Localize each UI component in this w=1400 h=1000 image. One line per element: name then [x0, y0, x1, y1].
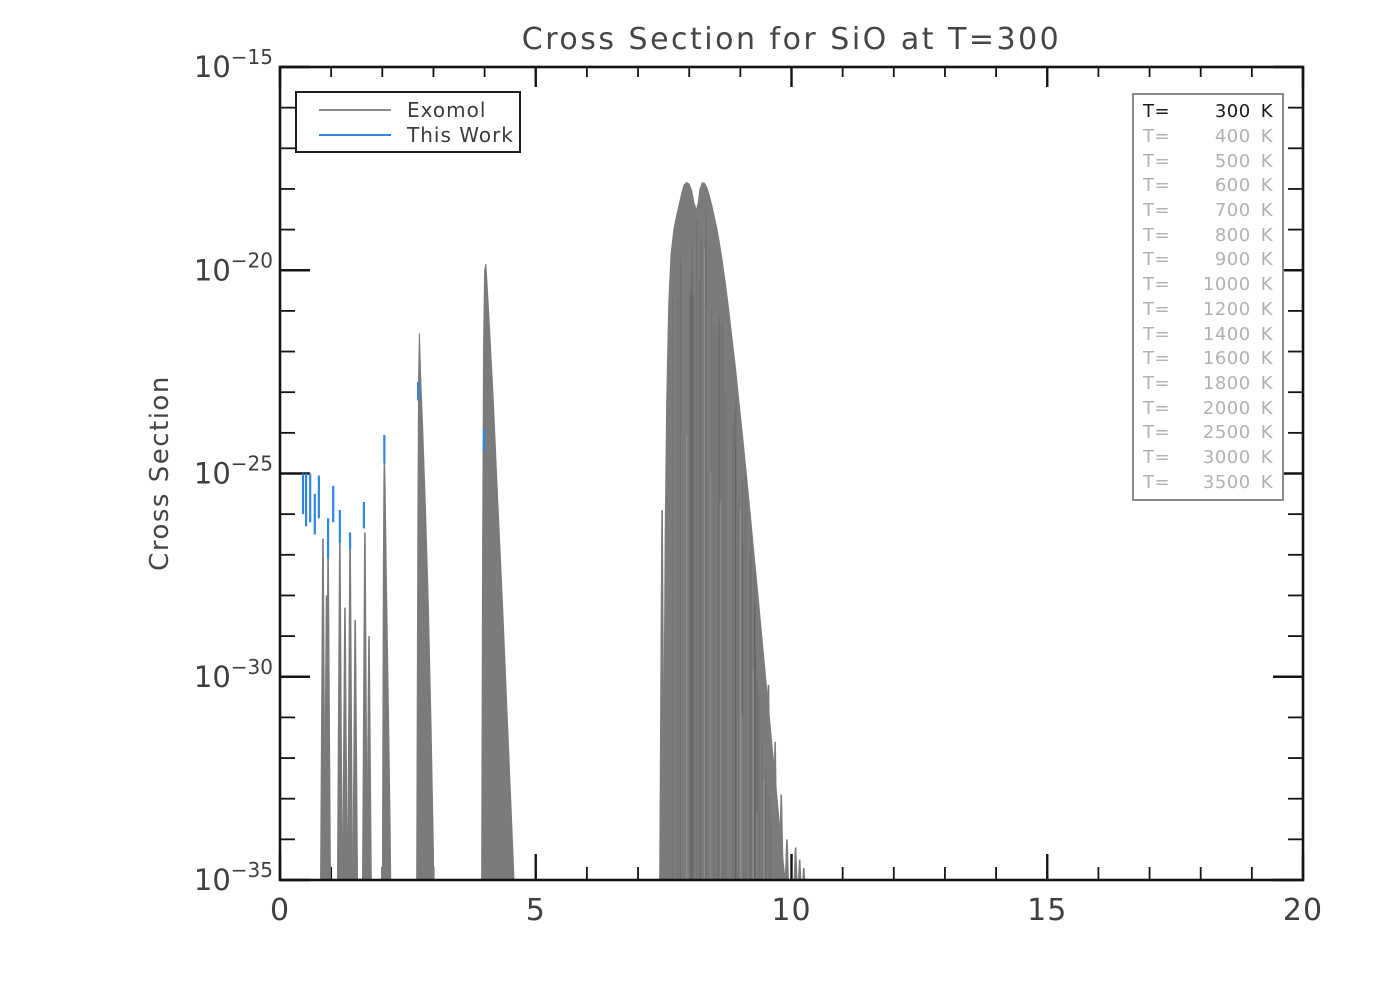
temp-entry-text: K — [1260, 175, 1273, 197]
temp-entry-text: K — [1260, 150, 1273, 172]
svg-text:10: 10 — [771, 893, 811, 928]
temp-entry-1600K: T= 1600 K — [1143, 346, 1273, 371]
svg-text:5: 5 — [526, 893, 546, 928]
temp-entry-800K: T= 800 K — [1143, 223, 1273, 248]
exomol-series — [320, 181, 806, 880]
data-series — [301, 181, 806, 880]
temp-entry-text: 1200 — [1202, 298, 1251, 320]
y-tick-labels: 10−15 10−20 10−25 10−30 10−35 — [194, 45, 273, 897]
this-work-line-sample — [319, 133, 391, 136]
plot-frame — [278, 65, 1305, 882]
svg-text:10−30: 10−30 — [194, 655, 273, 694]
temp-entry-text: T= — [1143, 397, 1171, 419]
temp-entry-text: 1000 — [1202, 274, 1251, 296]
temp-entry-text: 1600 — [1202, 348, 1251, 370]
temp-entry-text: 3000 — [1202, 446, 1251, 468]
temp-entry-text: 800 — [1214, 224, 1251, 246]
svg-text:15: 15 — [1027, 893, 1067, 928]
temp-entry-text: K — [1260, 323, 1273, 345]
temp-entry-text: 2000 — [1202, 397, 1251, 419]
temp-entry-400K: T= 400 K — [1143, 124, 1273, 149]
temp-entry-text: T= — [1143, 200, 1171, 222]
temp-entry-text: 700 — [1214, 200, 1251, 222]
temp-entry-3000K: T= 3000 K — [1143, 445, 1273, 470]
svg-text:20: 20 — [1283, 893, 1323, 928]
temperature-legend: T= 300 K T= 400 K T= 500 K T= 600 K T= 700 K T= 800 K T= 90… — [1132, 93, 1284, 501]
temp-entry-text: 2500 — [1202, 422, 1251, 444]
svg-text:10−20: 10−20 — [194, 248, 273, 287]
temp-entry-text: T= — [1143, 471, 1171, 493]
temp-entry-text: 1400 — [1202, 323, 1251, 345]
temp-entry-text: T= — [1143, 175, 1171, 197]
temp-entry-text: T= — [1143, 274, 1171, 296]
temp-entry-text: T= — [1143, 323, 1171, 345]
temp-entry-text: K — [1260, 397, 1273, 419]
temp-entry-text: T= — [1143, 348, 1171, 370]
temp-entry-text: K — [1260, 274, 1273, 296]
temp-entry-text: 1800 — [1202, 372, 1251, 394]
temp-entry-text: T= — [1143, 224, 1171, 246]
temp-entry-text: K — [1260, 446, 1273, 468]
temp-entry-text: K — [1260, 200, 1273, 222]
temp-entry-3500K: T= 3500 K — [1143, 470, 1273, 495]
temp-entry-1000K: T= 1000 K — [1143, 272, 1273, 297]
temp-entry-text: T= — [1143, 126, 1171, 148]
temp-entry-text: K — [1260, 126, 1273, 148]
temp-entry-text: K — [1260, 348, 1273, 370]
legend-item-this-work: This Work — [297, 122, 519, 147]
this-work-label: This Work — [407, 122, 514, 147]
temp-entry-1400K: T= 1400 K — [1143, 322, 1273, 347]
x-tick-labels: 0 5 10 15 20 — [270, 893, 1323, 928]
temp-entry-text: K — [1260, 471, 1273, 493]
plot-title: Cross Section for SiO at T=300 — [521, 22, 1062, 57]
temp-entry-text: T= — [1143, 422, 1171, 444]
svg-text:10−15: 10−15 — [194, 45, 273, 84]
temp-entry-1800K: T= 1800 K — [1143, 371, 1273, 396]
temp-entry-text: T= — [1143, 372, 1171, 394]
temp-entry-text: T= — [1143, 101, 1171, 123]
temp-entry-500K: T= 500 K — [1143, 149, 1273, 174]
temp-entry-700K: T= 700 K — [1143, 198, 1273, 223]
temp-entry-text: T= — [1143, 249, 1171, 271]
temp-entry-text: 400 — [1214, 126, 1251, 148]
temp-entry-900K: T= 900 K — [1143, 248, 1273, 273]
svg-text:10−25: 10−25 — [194, 452, 273, 491]
temp-entry-text: K — [1260, 372, 1273, 394]
temp-entry-text: T= — [1143, 150, 1171, 172]
temp-entry-text: K — [1260, 298, 1273, 320]
temp-entry-2500K: T= 2500 K — [1143, 420, 1273, 445]
temp-entry-text: 3500 — [1202, 471, 1251, 493]
temp-entry-1200K: T= 1200 K — [1143, 297, 1273, 322]
exomol-line-sample — [319, 108, 391, 111]
temp-entry-text: 900 — [1214, 249, 1251, 271]
this-work-series — [301, 382, 486, 559]
temp-entry-text: 300 — [1214, 101, 1251, 123]
temp-entry-600K: T= 600 K — [1143, 174, 1273, 199]
temp-entry-text: 500 — [1214, 150, 1251, 172]
temp-entry-text: T= — [1143, 298, 1171, 320]
temp-entry-text: K — [1260, 422, 1273, 444]
temp-entry-text: K — [1260, 101, 1273, 123]
legend-item-exomol: Exomol — [297, 97, 519, 122]
temp-entry-2000K: T= 2000 K — [1143, 396, 1273, 421]
temp-entry-text: T= — [1143, 446, 1171, 468]
temp-entry-text: K — [1260, 249, 1273, 271]
svg-text:0: 0 — [270, 893, 290, 928]
temp-entry-text: 600 — [1214, 175, 1251, 197]
temp-entry-300K: T= 300 K — [1143, 100, 1273, 125]
svg-text:10−35: 10−35 — [194, 858, 273, 897]
band-striations — [672, 210, 782, 880]
temp-entry-text: K — [1260, 224, 1273, 246]
exomol-label: Exomol — [407, 97, 487, 122]
series-legend: Exomol This Work — [295, 91, 521, 153]
